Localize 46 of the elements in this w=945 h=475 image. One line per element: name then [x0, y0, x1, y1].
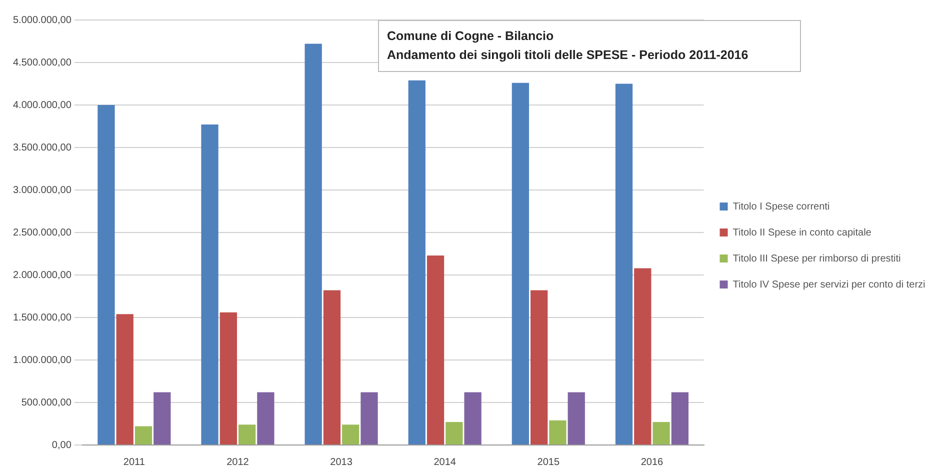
bar [154, 392, 171, 444]
y-tick-label: 0,00 [52, 440, 72, 451]
bar [238, 424, 256, 444]
bar [530, 290, 548, 444]
x-tick-label: 2012 [226, 456, 250, 468]
y-tick-label: 2.500.000,00 [13, 227, 72, 238]
y-tick-label: 4.500.000,00 [13, 57, 72, 68]
bar [568, 392, 585, 444]
bar [342, 424, 360, 444]
bar [257, 392, 274, 444]
bar [201, 124, 218, 444]
legend-label: Titolo II Spese in conto capitale [732, 227, 872, 238]
bar [464, 392, 482, 444]
y-tick-label: 1.500.000,00 [13, 312, 72, 324]
x-tick-label: 2016 [640, 456, 664, 468]
y-tick-label: 2.000.000,00 [13, 270, 72, 281]
x-tick-label: 2013 [330, 456, 353, 468]
bar [408, 80, 426, 444]
bar [98, 105, 115, 444]
legend-label: Titolo I Spese correnti [732, 201, 830, 212]
title-box: Comune di Cogne - Bilancio Andamento dei singoli titoli delle SPESE - Periodo 2011-2016 [378, 20, 801, 72]
x-tick-label: 2014 [434, 456, 456, 468]
legend-label: Titolo IV Spese per servizi per conto di terzi [732, 279, 926, 290]
bar [116, 314, 134, 444]
legend-label: Titolo III Spese per rimborso di prestiti [732, 253, 901, 264]
bar [426, 255, 444, 444]
bar [446, 422, 463, 444]
bar [323, 290, 341, 444]
y-tick-label: 5.000.000,00 [13, 14, 72, 26]
bar [634, 268, 652, 444]
bar [220, 312, 237, 444]
bar [615, 84, 633, 444]
bar [304, 44, 322, 444]
y-tick-label: 3.500.000,00 [13, 142, 72, 154]
x-tick-label: 2011 [123, 456, 146, 468]
bar [360, 392, 378, 444]
y-tick-label: 1.000.000,00 [13, 354, 72, 366]
bar [512, 82, 530, 444]
bar [671, 392, 689, 444]
y-tick-label: 3.000.000,00 [13, 184, 72, 196]
bar [134, 426, 152, 444]
x-tick-label: 2015 [537, 456, 560, 468]
bar [652, 422, 670, 444]
bar [549, 420, 566, 444]
y-tick-label: 4.000.000,00 [13, 100, 72, 111]
y-tick-label: 500.000,00 [21, 397, 72, 408]
